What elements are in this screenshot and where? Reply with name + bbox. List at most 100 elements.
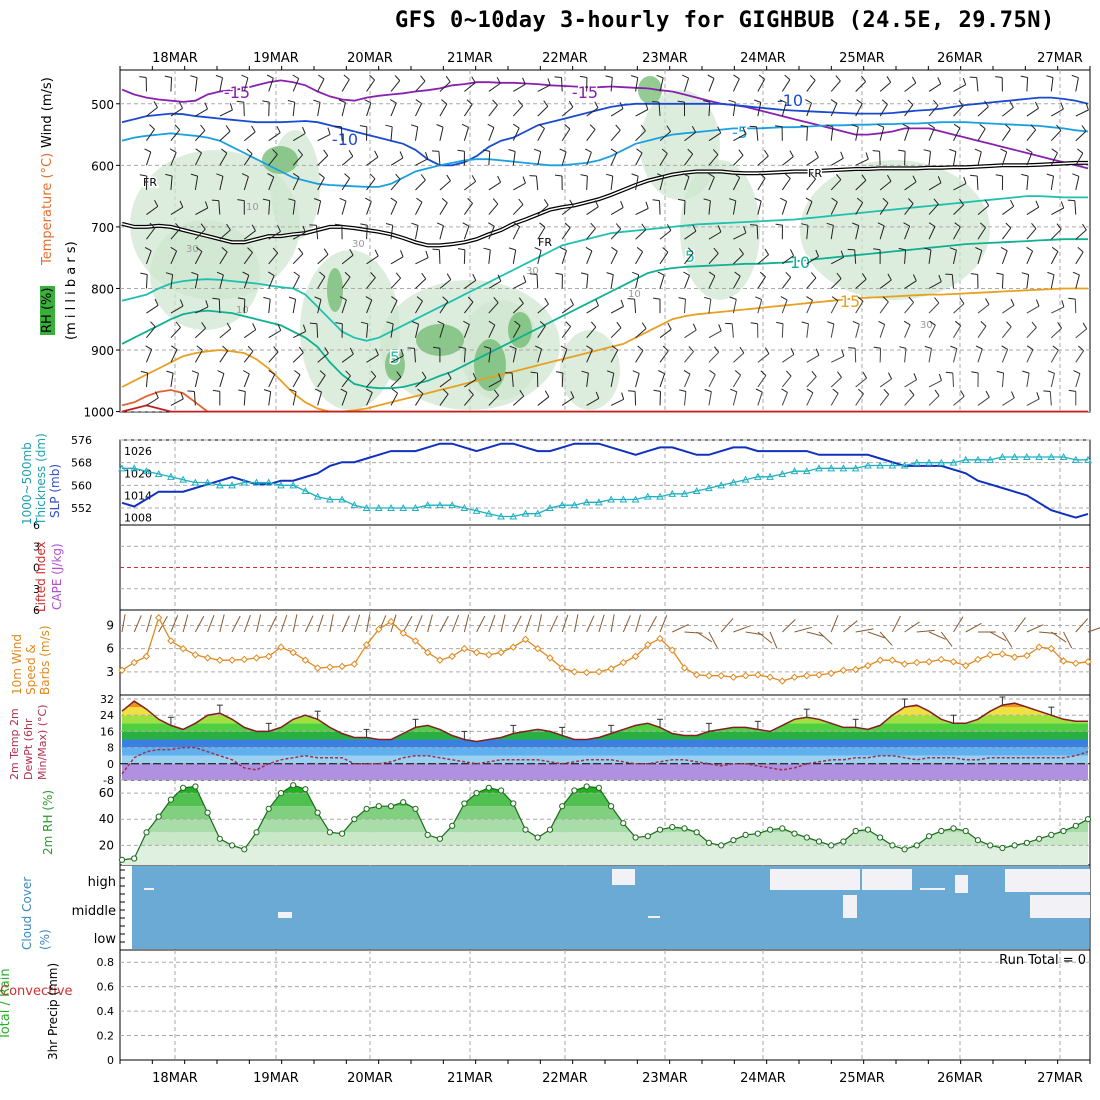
upper-barb-flag (877, 123, 884, 128)
upper-barb-flag (666, 224, 672, 231)
precip-tick-4: 0 (107, 1054, 114, 1067)
upper-barb-flag (150, 321, 156, 328)
upper-barb-flag (247, 345, 254, 352)
upper-barb (879, 202, 889, 215)
upper-barb (635, 77, 639, 92)
rh-label-1: 10 (628, 289, 641, 300)
upper-barb (1075, 152, 1084, 166)
wind10m-point (803, 671, 811, 680)
upper-barb-flag (789, 150, 794, 157)
upper-barb (1075, 350, 1085, 363)
date-top-2: 20MAR (347, 51, 393, 66)
upper-barb-flag (733, 74, 740, 80)
upper-barb (243, 329, 256, 339)
upper-barb (243, 77, 249, 92)
thickness-point (1084, 455, 1092, 463)
upper-barb (268, 330, 281, 339)
wind10m-point (265, 652, 273, 661)
upper-barb (317, 78, 325, 92)
upper-barb (977, 348, 983, 363)
rh-area-8 (150, 220, 260, 330)
upper-barb (366, 79, 376, 92)
upper-barb (170, 373, 174, 388)
upper-barb-flag (579, 75, 587, 78)
upper-barb (781, 178, 791, 191)
upper-barb (366, 376, 377, 388)
upper-barb (537, 128, 545, 141)
upper-barb-flag (339, 197, 347, 202)
upper-barb (219, 109, 233, 117)
wind10m-barb (965, 622, 982, 633)
upper-barb (659, 153, 668, 166)
upper-barb (586, 349, 593, 363)
upper-barb-flag (683, 369, 691, 375)
upper-barb-flag (1077, 247, 1084, 253)
thickness-point (741, 475, 750, 483)
upper-barb (806, 126, 808, 141)
rh-band-3 (122, 806, 1088, 820)
upper-barb (512, 348, 517, 363)
thickness-point (643, 492, 652, 500)
rh-core-6 (508, 312, 532, 348)
temp-band-0 (122, 763, 1088, 780)
thickness-point (790, 467, 799, 475)
upper-barb (366, 323, 369, 338)
upper-barb (708, 391, 712, 406)
upper-barb-flag (585, 246, 593, 252)
upper-barb-flag (627, 298, 635, 300)
upper-barb-flag (801, 223, 809, 226)
upper-barb (586, 305, 599, 314)
upper-barb (953, 105, 964, 117)
rh-point (815, 838, 823, 845)
upper-barb (561, 151, 567, 166)
upper-barb (194, 251, 203, 265)
date-top-0: 18MAR (152, 51, 198, 66)
upper-barb-flag (852, 222, 859, 227)
isotherm-label-8: 15 (840, 292, 860, 311)
upper-barb-flag (529, 273, 538, 275)
upper-barb (879, 324, 886, 338)
isotherm-15 (121, 287, 1088, 413)
upper-barb (170, 274, 174, 289)
upper-barb-flag (277, 323, 282, 331)
upper-barb (904, 348, 907, 363)
upper-barb (511, 372, 514, 387)
upper-barb (756, 126, 759, 141)
upper-barb-flag (446, 273, 452, 280)
rh-point (400, 799, 407, 806)
wind10m-point (582, 668, 591, 677)
thickness-point (362, 503, 371, 511)
upper-barb-flag (666, 125, 672, 132)
upper-barb-flag (370, 370, 377, 377)
rh-point (620, 820, 627, 827)
upper-barb (195, 306, 209, 314)
upper-barb (757, 276, 766, 289)
upper-barb (292, 299, 297, 314)
rh-band-0 (122, 845, 1088, 865)
upper-barb-flag (533, 148, 541, 153)
upper-barb (1002, 326, 1012, 339)
upper-barb (243, 275, 250, 289)
upper-barb (536, 274, 539, 289)
wind10m-barb (598, 614, 605, 633)
upper-barb (732, 391, 738, 406)
wind10m-barb (476, 615, 486, 633)
upper-barb (463, 225, 470, 240)
upper-barb (1075, 176, 1080, 191)
upper-barb-flag (758, 74, 765, 80)
upper-barb (879, 127, 885, 141)
upper-barb (731, 323, 734, 338)
wind10m-point (387, 617, 395, 626)
upper-barb-flag (417, 388, 424, 394)
upper-barb (904, 302, 914, 314)
rh-band-1 (122, 832, 1088, 846)
upper-barb (1050, 274, 1055, 289)
upper-barb (439, 180, 451, 191)
upper-barb (830, 323, 835, 338)
wind10m-point (998, 650, 1007, 658)
upper-barb-flag (483, 247, 491, 251)
upper-barb (170, 327, 181, 339)
thk-tick-3: 552 (71, 502, 92, 515)
upper-barb (806, 157, 819, 166)
